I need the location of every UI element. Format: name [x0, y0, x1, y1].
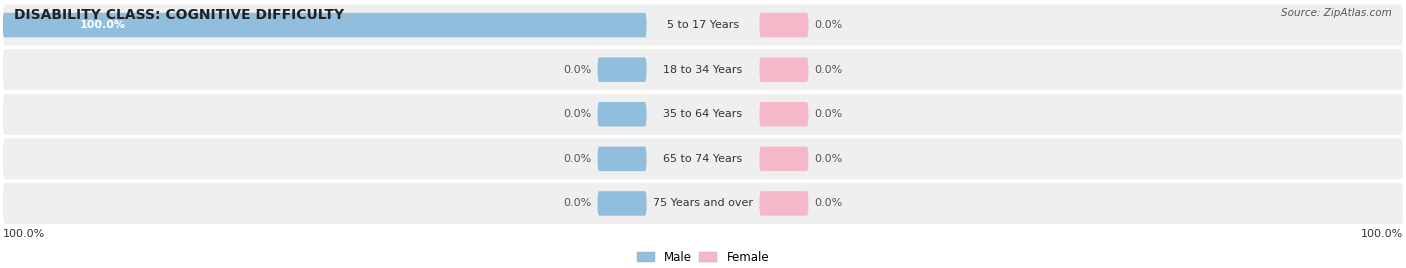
- FancyBboxPatch shape: [759, 147, 808, 171]
- FancyBboxPatch shape: [3, 13, 647, 37]
- Text: 100.0%: 100.0%: [80, 20, 127, 30]
- Text: 0.0%: 0.0%: [814, 109, 842, 119]
- FancyBboxPatch shape: [759, 57, 808, 82]
- FancyBboxPatch shape: [3, 49, 1403, 90]
- Text: Source: ZipAtlas.com: Source: ZipAtlas.com: [1281, 8, 1392, 18]
- Text: 100.0%: 100.0%: [3, 229, 45, 239]
- Text: 0.0%: 0.0%: [564, 109, 592, 119]
- FancyBboxPatch shape: [759, 191, 808, 216]
- Text: 0.0%: 0.0%: [564, 198, 592, 209]
- Text: 0.0%: 0.0%: [564, 154, 592, 164]
- FancyBboxPatch shape: [3, 5, 1403, 46]
- Text: 65 to 74 Years: 65 to 74 Years: [664, 154, 742, 164]
- Text: 0.0%: 0.0%: [814, 154, 842, 164]
- FancyBboxPatch shape: [598, 191, 647, 216]
- Text: 0.0%: 0.0%: [814, 65, 842, 75]
- FancyBboxPatch shape: [759, 13, 808, 37]
- Text: 100.0%: 100.0%: [1361, 229, 1403, 239]
- FancyBboxPatch shape: [3, 94, 1403, 135]
- Text: 0.0%: 0.0%: [814, 198, 842, 209]
- FancyBboxPatch shape: [598, 147, 647, 171]
- Text: 35 to 64 Years: 35 to 64 Years: [664, 109, 742, 119]
- FancyBboxPatch shape: [3, 138, 1403, 179]
- FancyBboxPatch shape: [598, 102, 647, 126]
- Text: 5 to 17 Years: 5 to 17 Years: [666, 20, 740, 30]
- Text: DISABILITY CLASS: COGNITIVE DIFFICULTY: DISABILITY CLASS: COGNITIVE DIFFICULTY: [14, 8, 344, 22]
- FancyBboxPatch shape: [759, 102, 808, 126]
- Text: 18 to 34 Years: 18 to 34 Years: [664, 65, 742, 75]
- FancyBboxPatch shape: [598, 57, 647, 82]
- Legend: Male, Female: Male, Female: [633, 247, 773, 268]
- Text: 75 Years and over: 75 Years and over: [652, 198, 754, 209]
- Text: 0.0%: 0.0%: [814, 20, 842, 30]
- Text: 0.0%: 0.0%: [564, 65, 592, 75]
- FancyBboxPatch shape: [3, 183, 1403, 224]
